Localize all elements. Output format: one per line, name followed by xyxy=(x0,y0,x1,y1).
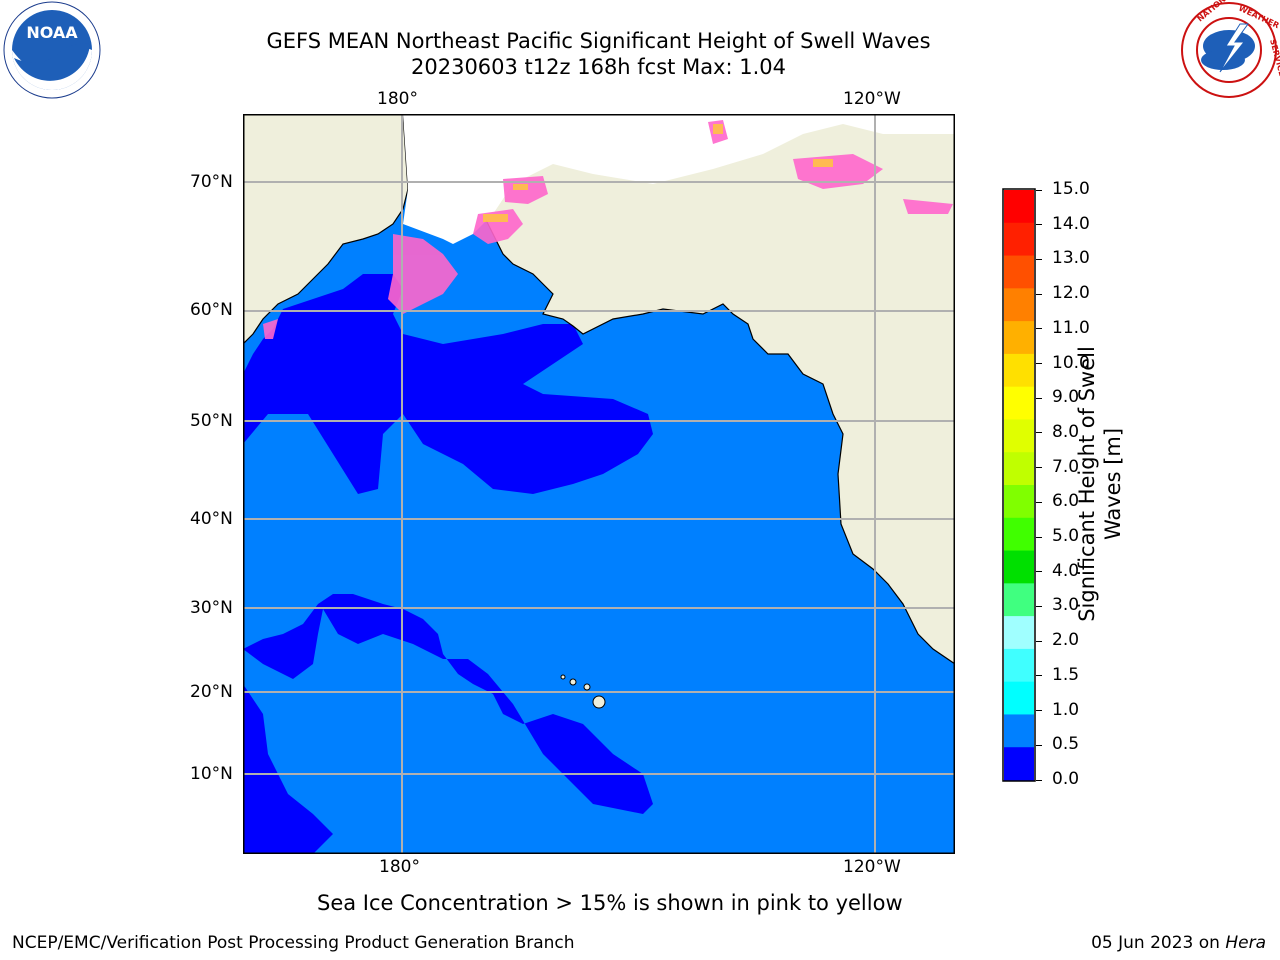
colorbar-tick-label: 5.0 xyxy=(1052,526,1080,547)
colorbar-tick-mark xyxy=(1036,189,1042,191)
low-swell-region-north xyxy=(243,274,653,494)
colorbar-segment xyxy=(1004,485,1034,519)
colorbar-tick-mark xyxy=(1036,258,1042,260)
colorbar-tick-mark xyxy=(1036,501,1042,503)
colorbar-tick-label: 7.0 xyxy=(1052,456,1080,477)
colorbar-tick-label: 0.5 xyxy=(1052,734,1080,755)
map xyxy=(243,114,955,854)
colorbar-tick-label: 11.0 xyxy=(1052,317,1090,338)
lat-tick-20n: 20°N xyxy=(190,682,233,702)
noaa-logo: NOAA xyxy=(0,0,105,104)
footer-branch: NCEP/EMC/Verification Post Processing Pr… xyxy=(12,933,575,953)
colorbar-segment xyxy=(1004,517,1034,552)
colorbar-tick-mark xyxy=(1036,744,1042,746)
lat-tick-70n: 70°N xyxy=(190,172,233,192)
lat-tick-50n: 50°N xyxy=(190,411,233,431)
colorbar-tick-label: 8.0 xyxy=(1052,421,1080,442)
colorbar-segment xyxy=(1004,714,1034,748)
lat-tick-40n: 40°N xyxy=(190,509,233,529)
hawaii-islands xyxy=(560,674,606,709)
colorbar-segment xyxy=(1004,747,1034,781)
colorbar-segment xyxy=(1004,255,1034,289)
colorbar-tick-label: 9.0 xyxy=(1052,387,1080,408)
svg-text:SERVICE: SERVICE xyxy=(1268,38,1280,77)
colorbar-segment xyxy=(1004,288,1034,322)
colorbar-tick-label: 1.0 xyxy=(1052,699,1080,720)
colorbar-tick-mark xyxy=(1036,293,1042,295)
colorbar-tick-mark xyxy=(1036,467,1042,469)
colorbar-tick-mark xyxy=(1036,536,1042,538)
chart-title: GEFS MEAN Northeast Pacific Significant … xyxy=(266,29,931,53)
top-lon-tick-180: 180° xyxy=(377,89,418,109)
colorbar-tick-mark xyxy=(1036,605,1042,607)
low-swell-region-south xyxy=(243,594,653,854)
colorbar-segment xyxy=(1004,550,1034,584)
bottom-lon-tick-180: 180° xyxy=(379,857,420,877)
colorbar-segment xyxy=(1004,681,1034,715)
colorbar-tick-mark xyxy=(1036,710,1042,712)
footer-machine: Hera xyxy=(1225,933,1266,953)
lat-tick-30n: 30°N xyxy=(190,598,233,618)
colorbar-segment xyxy=(1004,648,1034,683)
noaa-logo-text: NOAA xyxy=(26,23,78,42)
colorbar-segment xyxy=(1004,190,1034,224)
colorbar-tick-label: 4.0 xyxy=(1052,560,1080,581)
colorbar-tick-mark xyxy=(1036,675,1042,677)
sea-ice-note: Sea Ice Concentration > 15% is shown in … xyxy=(317,891,903,915)
colorbar-tick-label: 12.0 xyxy=(1052,283,1090,304)
colorbar-label-line2: Waves [m] xyxy=(1101,427,1125,541)
colorbar-segment xyxy=(1004,386,1034,420)
land-north-america xyxy=(482,114,955,665)
colorbar-segment xyxy=(1004,616,1034,650)
footer-date-text: 05 Jun 2023 on xyxy=(1091,933,1220,953)
colorbar-tick-mark xyxy=(1036,224,1042,226)
colorbar-tick-label: 6.0 xyxy=(1052,491,1080,512)
colorbar-tick-mark xyxy=(1036,571,1042,573)
colorbar-frame xyxy=(1002,188,1036,782)
colorbar-tick-label: 0.0 xyxy=(1052,769,1080,789)
colorbar-tick-label: 13.0 xyxy=(1052,248,1090,269)
colorbar-tick-label: 3.0 xyxy=(1052,595,1080,616)
chart-subtitle: 20230603 t12z 168h fcst Max: 1.04 xyxy=(411,55,786,79)
colorbar-segment xyxy=(1004,321,1034,355)
colorbar-tick-label: 2.0 xyxy=(1052,630,1080,651)
colorbar-tick-mark xyxy=(1036,397,1042,399)
arctic-ocean xyxy=(403,114,955,244)
map-frame xyxy=(243,114,955,854)
colorbar-segment xyxy=(1004,452,1034,486)
colorbar-segment xyxy=(1004,222,1034,257)
colorbar-segment xyxy=(1004,419,1034,453)
top-lon-tick-120w: 120°W xyxy=(843,89,901,109)
colorbar-label-line1: Significant Height of Swell xyxy=(1075,346,1099,622)
colorbar-segment xyxy=(1004,353,1034,388)
colorbar-tick-label: 15.0 xyxy=(1052,179,1090,199)
map-gridlines xyxy=(243,114,955,854)
colorbar-tick-label: 10.0 xyxy=(1052,352,1090,373)
colorbar-tick-mark xyxy=(1036,779,1042,781)
bottom-lon-tick-120w: 120°W xyxy=(843,857,901,877)
colorbar-segment xyxy=(1004,583,1034,617)
nws-logo: NATIONAL WEATHER SERVICE xyxy=(1178,0,1280,104)
lat-tick-10n: 10°N xyxy=(190,764,233,784)
colorbar-tick-mark xyxy=(1036,432,1042,434)
colorbar-tick-mark xyxy=(1036,328,1042,330)
footer-date: 05 Jun 2023 on Hera xyxy=(1091,933,1266,953)
colorbar-tick-mark xyxy=(1036,363,1042,365)
colorbar-tick-mark xyxy=(1036,640,1042,642)
colorbar-tick-label: 1.5 xyxy=(1052,664,1080,685)
colorbar-tick-label: 14.0 xyxy=(1052,213,1090,234)
land-northeast-asia xyxy=(243,114,409,345)
colorbar xyxy=(1002,188,1036,782)
sea-ice-high-patches xyxy=(483,124,833,222)
lat-tick-60n: 60°N xyxy=(190,300,233,320)
